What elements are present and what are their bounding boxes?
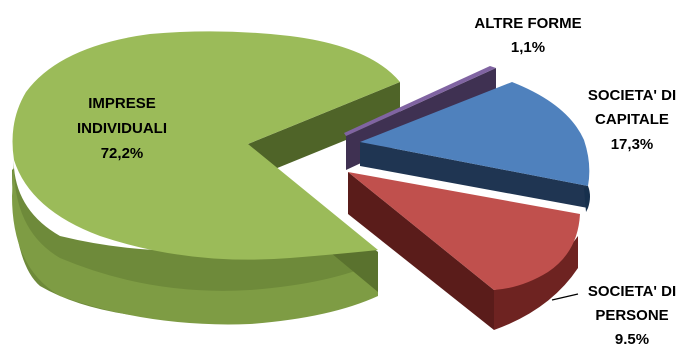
slice-imprese-cut-wall: [248, 82, 400, 180]
label-capitale-line1: SOCIETA' DI: [588, 87, 676, 104]
slice-imprese-top: [12, 31, 400, 260]
label-imprese-line2: INDIVIDUALI: [77, 120, 167, 137]
label-persone-line1: SOCIETA' DI: [588, 283, 676, 300]
slice-societa-persone: [348, 172, 580, 330]
slice-capitale-top: [360, 82, 590, 186]
label-capitale-line2: CAPITALE: [595, 111, 669, 128]
label-altre-value: 1,1%: [511, 39, 545, 56]
slice-persone-top: [348, 172, 580, 290]
slice-imprese-individuali: [12, 31, 400, 325]
slice-capitale-side-right: [584, 186, 590, 212]
slice-altre-top: [344, 66, 496, 136]
slice-societa-capitale: [360, 82, 590, 212]
slice-capitale-side-front: [360, 142, 588, 208]
label-imprese-value: 72,2%: [101, 145, 144, 162]
slice-persone-side-left: [348, 172, 494, 330]
label-capitale-value: 17,3%: [611, 136, 654, 153]
label-imprese-line1: IMPRESE: [88, 95, 156, 112]
leader-line-persone: [551, 293, 579, 301]
label-persone-value: 9.5%: [615, 331, 649, 347]
slice-imprese-outer-wall: [12, 160, 378, 325]
label-persone-line2: PERSONE: [595, 307, 668, 324]
label-altre-line1: ALTRE FORME: [474, 15, 581, 32]
